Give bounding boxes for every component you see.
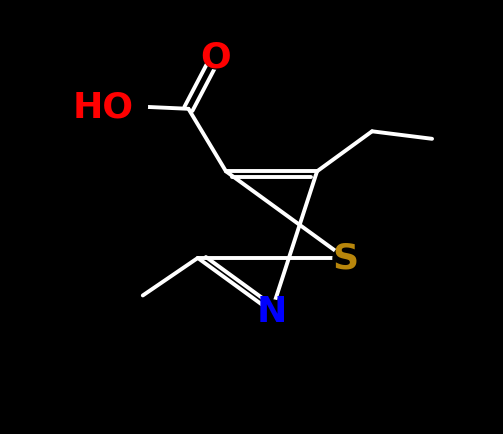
Text: HO: HO: [72, 90, 133, 124]
Text: N: N: [257, 295, 287, 329]
Text: O: O: [201, 40, 231, 74]
Text: S: S: [332, 241, 358, 275]
